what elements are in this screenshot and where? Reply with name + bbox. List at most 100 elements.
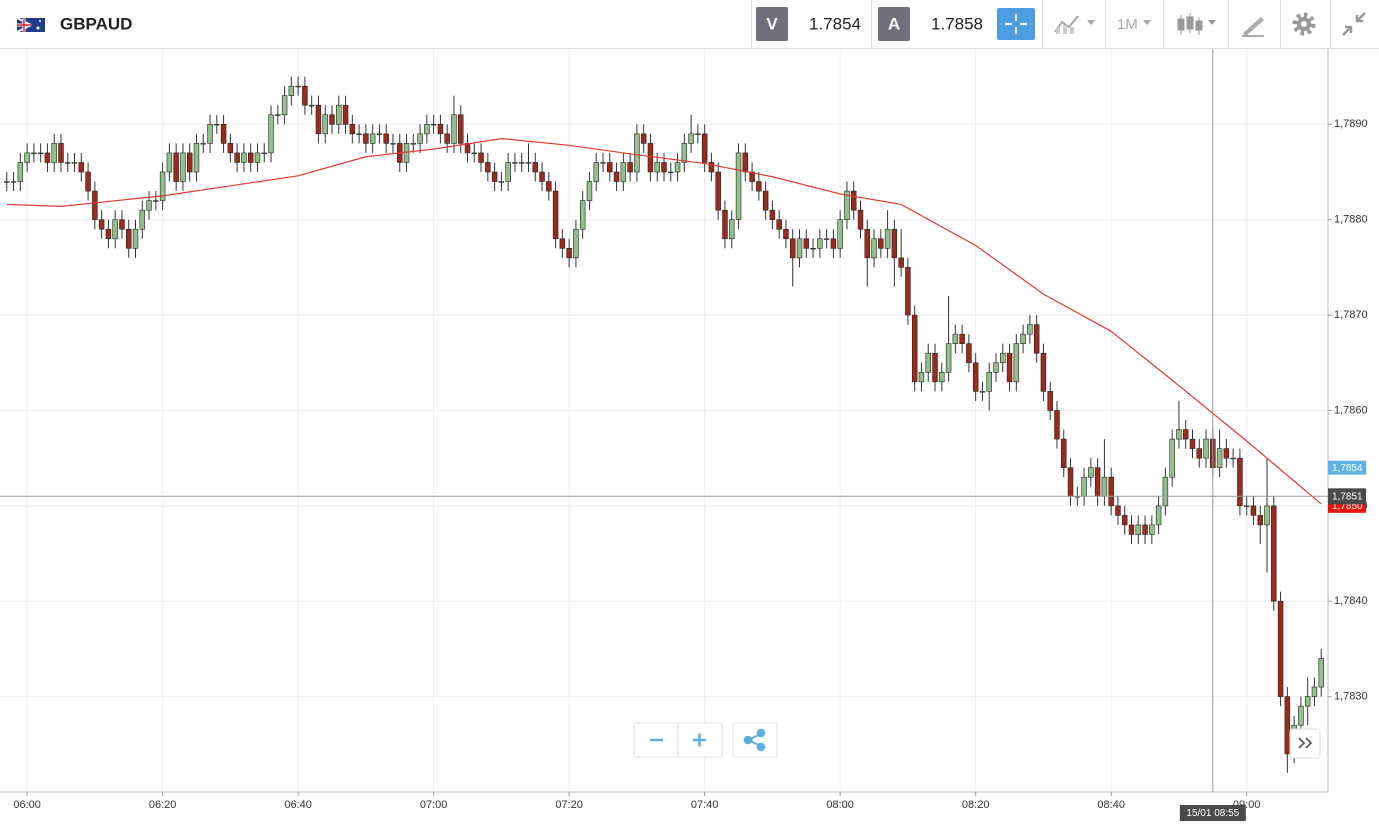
candle-body <box>1237 457 1243 507</box>
candle-body <box>1304 696 1311 707</box>
candle-body <box>539 171 545 182</box>
candle-body <box>552 190 559 240</box>
share-button[interactable] <box>732 722 778 758</box>
candle-body <box>823 238 830 240</box>
candle-body <box>932 352 938 383</box>
candle-body <box>688 133 694 144</box>
candle-body <box>329 114 335 125</box>
candle-body <box>735 152 742 220</box>
candle-body <box>1081 476 1087 497</box>
share-icon <box>743 728 766 752</box>
candle-body <box>376 133 383 135</box>
candle-body <box>654 162 660 173</box>
candle-body <box>1176 429 1182 440</box>
indicators-button[interactable] <box>1054 15 1095 34</box>
candle-body <box>444 133 450 144</box>
candle-body <box>593 162 599 182</box>
candle-body <box>17 162 24 182</box>
candle-body <box>180 152 186 182</box>
collapse-button[interactable] <box>1342 12 1366 36</box>
candle-body <box>1196 448 1203 459</box>
candle-body <box>1094 467 1101 497</box>
candle-body <box>1115 505 1121 516</box>
candle-body <box>776 219 782 230</box>
candle-body <box>627 162 633 173</box>
candle-body <box>756 181 762 192</box>
candle-body <box>742 152 749 173</box>
candle-body <box>1067 467 1074 497</box>
candle-body <box>166 152 173 173</box>
x-tick-label: 08:00 <box>826 799 854 811</box>
candle-body <box>586 181 593 201</box>
candle-body <box>105 228 112 240</box>
y-tick-label: 1,7840 <box>1334 595 1368 607</box>
candle-body <box>322 114 328 135</box>
candle-body <box>640 133 647 144</box>
candle-body <box>925 352 931 373</box>
candle-body <box>1121 515 1128 526</box>
candle-body <box>1223 448 1230 459</box>
candle-body <box>71 162 78 164</box>
candle-body <box>220 124 227 144</box>
candle-body <box>1061 438 1067 468</box>
moving-average <box>6 138 1322 505</box>
candle-body <box>1216 448 1223 468</box>
candle-body <box>701 133 708 163</box>
candle-body <box>871 238 877 259</box>
candle-body <box>1108 476 1114 507</box>
candle-body <box>241 152 247 163</box>
crosshair-icon <box>1005 14 1027 34</box>
y-tick-label: 1,7890 <box>1334 118 1368 130</box>
candle-body <box>708 162 715 173</box>
candle-body <box>37 152 44 155</box>
candle-body <box>153 200 159 202</box>
candle-body <box>139 209 146 230</box>
zoom-in-button[interactable] <box>693 733 706 747</box>
draw-button[interactable] <box>1242 17 1264 37</box>
candle-body <box>478 152 484 163</box>
bid-label: V <box>766 14 778 33</box>
candle-body <box>789 238 796 259</box>
candle-body <box>234 152 240 163</box>
candle-body <box>1243 505 1250 507</box>
x-tick-label: 08:40 <box>1097 799 1125 811</box>
candle-body <box>1311 686 1318 697</box>
candle-body <box>1277 600 1284 697</box>
settings-button[interactable] <box>1292 12 1316 36</box>
candle-body <box>891 228 898 259</box>
ask-box[interactable] <box>878 7 910 41</box>
candle-body <box>10 181 17 183</box>
candle-body <box>505 162 511 182</box>
candle-body <box>607 162 613 173</box>
candle-body <box>200 143 207 145</box>
bid-box[interactable] <box>756 7 788 41</box>
timeframe-button[interactable]: 1M <box>1117 16 1151 33</box>
candle-body <box>349 124 356 135</box>
crosshair-button[interactable] <box>997 8 1035 40</box>
candle-body <box>112 219 118 240</box>
candle-body <box>98 219 105 230</box>
scroll-icon <box>1298 737 1313 749</box>
candle-body <box>986 372 992 392</box>
candle-body <box>58 143 64 163</box>
candle-body <box>850 190 857 211</box>
candle-body <box>159 171 166 201</box>
candle-body <box>878 238 884 249</box>
candle-body <box>186 152 193 173</box>
candle-body <box>681 143 688 163</box>
candle-body <box>695 133 701 135</box>
candle-body <box>119 219 125 230</box>
ask-label: A <box>888 14 900 33</box>
chart-type-button[interactable] <box>1177 13 1216 35</box>
candle-body <box>247 152 254 163</box>
x-tick-label: 07:20 <box>555 799 583 811</box>
zoom-controls <box>633 722 1321 759</box>
candle-body <box>1230 457 1236 460</box>
x-tick-label: 06:20 <box>149 799 177 811</box>
candle-body <box>193 143 200 173</box>
scroll-right-button[interactable] <box>1289 728 1321 759</box>
candle-body <box>1027 324 1033 335</box>
candle-body <box>1182 429 1189 440</box>
candle-body <box>729 219 735 240</box>
